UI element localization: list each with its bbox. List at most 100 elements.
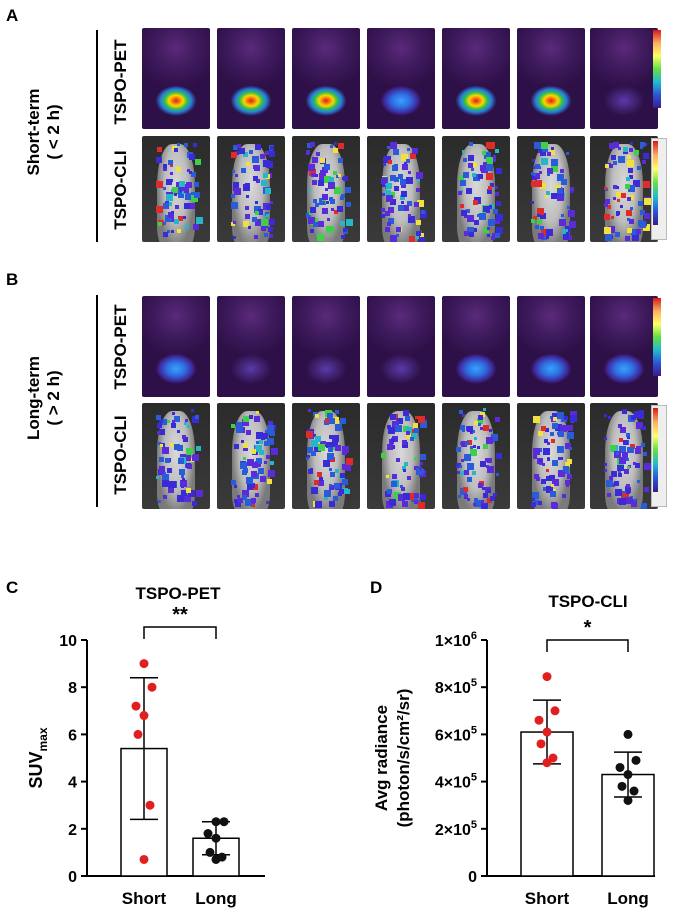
cli-signal-pixel (326, 452, 334, 460)
cli-signal-pixel (339, 221, 345, 227)
cli-signal-pixel (412, 147, 419, 154)
data-point (139, 854, 149, 864)
cli-signal-pixel (612, 142, 619, 149)
cli-signal-pixel (535, 476, 540, 481)
cli-signal-pixel (408, 213, 412, 217)
cli-signal-pixel (398, 173, 404, 179)
cli-signal-pixel (483, 492, 489, 498)
cli-signal-pixel (550, 146, 554, 150)
y-tick-label: 8 (68, 680, 77, 697)
cli-signal-pixel (234, 443, 240, 449)
cli-signal-pixel (621, 492, 629, 500)
cli-signal-pixel (253, 234, 258, 239)
cli-signal-pixel (265, 500, 269, 504)
cli-signal-pixel (616, 451, 620, 455)
cli-signal-pixel (537, 166, 541, 170)
cli-signal-pixel (492, 233, 498, 239)
cli-signal-pixel (619, 427, 626, 434)
cli-signal-pixel (390, 445, 395, 449)
cli-signal-pixel (637, 165, 642, 170)
cli-image-tile (442, 403, 510, 509)
cli-signal-pixel (622, 408, 628, 414)
cli-signal-pixel (324, 418, 330, 424)
cli-signal-pixel (414, 415, 418, 419)
cli-signal-pixel (471, 173, 476, 178)
cli-signal-pixel (643, 223, 651, 231)
cli-signal-pixel (458, 409, 463, 414)
cli-signal-pixel (312, 199, 317, 204)
cli-signal-pixel (560, 457, 564, 461)
cli-signal-pixel (622, 439, 628, 445)
cli-signal-pixel (261, 226, 267, 232)
cli-signal-pixel (603, 462, 607, 466)
cli-signal-pixel (258, 208, 262, 212)
cli-signal-pixel (639, 209, 645, 215)
cli-signal-pixel (613, 185, 618, 190)
cli-signal-pixel (164, 457, 170, 463)
cli-signal-pixel (314, 436, 321, 443)
cli-signal-pixel (550, 438, 555, 443)
cli-signal-pixel (415, 231, 421, 237)
cli-signal-pixel (256, 411, 260, 415)
cli-image-tile (217, 136, 285, 242)
cli-signal-pixel (495, 214, 503, 222)
cli-signal-pixel (162, 221, 166, 225)
cli-signal-pixel (158, 222, 163, 227)
cli-signal-pixel (171, 419, 175, 423)
data-point (550, 706, 560, 716)
cli-signal-pixel (158, 468, 164, 474)
cli-signal-pixel (402, 439, 408, 445)
cli-signal-pixel (626, 209, 633, 216)
cli-signal-pixel (552, 460, 559, 467)
cli-signal-pixel (570, 414, 578, 422)
cli-signal-pixel (545, 475, 551, 481)
cli-signal-pixel (611, 471, 618, 478)
cli-signal-pixel (533, 172, 537, 176)
cli-signal-pixel (255, 201, 258, 205)
cli-signal-pixel (540, 157, 548, 165)
cli-signal-pixel (544, 194, 548, 198)
cli-signal-pixel (484, 152, 492, 160)
cli-signal-pixel (306, 212, 312, 218)
cli-signal-pixel (496, 472, 500, 476)
cli-signal-pixel (162, 480, 169, 488)
cli-signal-pixel (268, 469, 276, 477)
cli-signal-pixel (330, 199, 336, 205)
cli-signal-pixel (491, 434, 499, 442)
cli-signal-pixel (628, 219, 634, 225)
pet-image-tile (590, 28, 658, 129)
cli-signal-pixel (616, 464, 624, 472)
cli-signal-pixel (242, 415, 249, 422)
data-point (629, 786, 639, 796)
cli-signal-pixel (267, 421, 273, 427)
cli-signal-pixel (619, 205, 623, 209)
cli-signal-pixel (561, 178, 568, 185)
cli-signal-pixel (385, 226, 391, 232)
cli-signal-pixel (230, 152, 237, 159)
cli-signal-pixel (473, 174, 481, 182)
cli-signal-pixel (533, 141, 541, 149)
cli-signal-pixel (332, 496, 338, 502)
cli-signal-pixel (485, 164, 493, 172)
cli-signal-pixel (400, 484, 404, 488)
cli-signal-pixel (264, 430, 270, 436)
cli-signal-pixel (307, 447, 314, 454)
cli-signal-pixel (262, 214, 266, 218)
cli-signal-pixel (268, 218, 275, 225)
cli-signal-pixel (607, 492, 612, 497)
cli-signal-pixel (492, 493, 497, 497)
cli-signal-pixel (622, 452, 629, 459)
cli-signal-pixel (634, 462, 640, 468)
cli-signal-pixel (389, 141, 397, 149)
cli-signal-pixel (460, 470, 465, 475)
cli-signal-pixel (411, 495, 419, 503)
cli-signal-pixel (626, 218, 630, 222)
cli-signal-pixel (461, 150, 465, 154)
cli-signal-pixel (604, 164, 609, 169)
cli-signal-pixel (604, 187, 608, 191)
panel-letter-d: D (370, 578, 383, 597)
cli-signal-pixel (305, 430, 313, 438)
cli-signal-pixel (380, 178, 387, 185)
row-label-cli-a: TSPO-CLI (111, 150, 130, 230)
cli-signal-pixel (393, 186, 399, 192)
